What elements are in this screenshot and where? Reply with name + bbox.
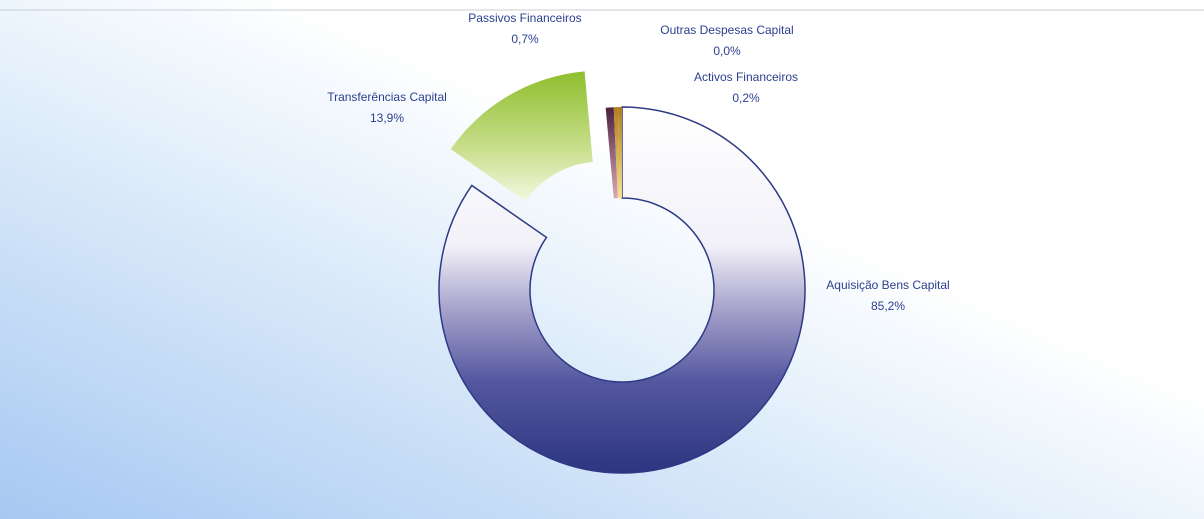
slice-label-aquisicao-bens-capital: Aquisição Bens Capital	[826, 278, 949, 292]
slice-value-transferencias-capital: 13,9%	[370, 111, 404, 125]
slice-value-outras-despesas-capital: 0,0%	[713, 44, 741, 58]
slice-aquisicao-bens-capital[interactable]	[438, 106, 806, 474]
slice-label-activos-financeiros: Activos Financeiros	[694, 70, 798, 84]
slice-label-passivos-financeiros: Passivos Financeiros	[468, 11, 581, 25]
slice-passivos-financeiros[interactable]	[605, 107, 618, 199]
slice-label-transferencias-capital: Transferências Capital	[327, 90, 447, 104]
slice-activos-financeiros[interactable]	[617, 107, 622, 199]
slice-transferencias-capital[interactable]	[450, 71, 593, 202]
slice-value-passivos-financeiros: 0,7%	[511, 32, 539, 46]
slice-outras-despesas-capital[interactable]	[613, 107, 620, 199]
slice-value-aquisicao-bens-capital: 85,2%	[871, 299, 905, 313]
slice-value-activos-financeiros: 0,2%	[732, 91, 760, 105]
slice-label-outras-despesas-capital: Outras Despesas Capital	[660, 23, 793, 37]
